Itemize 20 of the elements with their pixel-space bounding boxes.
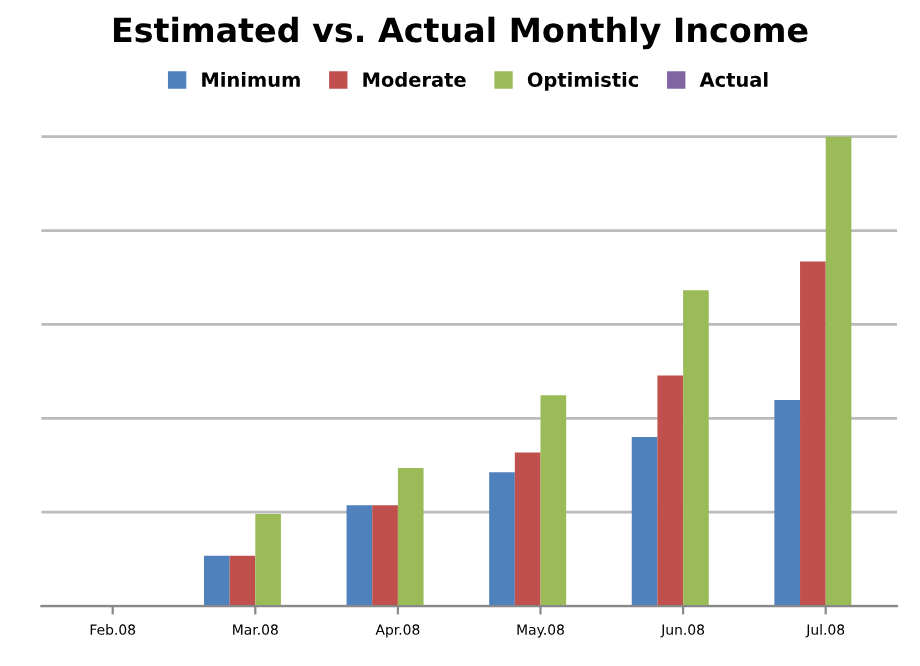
bar [657,375,684,607]
bar [255,514,281,607]
bar [229,555,256,607]
chart-title: Estimated vs. Actual Monthly Income [113,16,808,50]
legend-label: Minimum [202,71,300,88]
bar [514,452,541,607]
bar [774,400,801,607]
bar [397,468,424,607]
bar [683,290,709,607]
bar [489,472,515,607]
legend-label: Moderate [363,71,466,88]
bar [372,505,398,607]
bar [800,261,826,607]
legend-label: Optimistic [527,71,638,91]
bar [203,555,230,607]
bar [631,437,658,607]
bar [540,395,567,607]
legend-label: Actual [699,71,768,88]
bar [825,136,852,607]
bar [346,505,373,607]
